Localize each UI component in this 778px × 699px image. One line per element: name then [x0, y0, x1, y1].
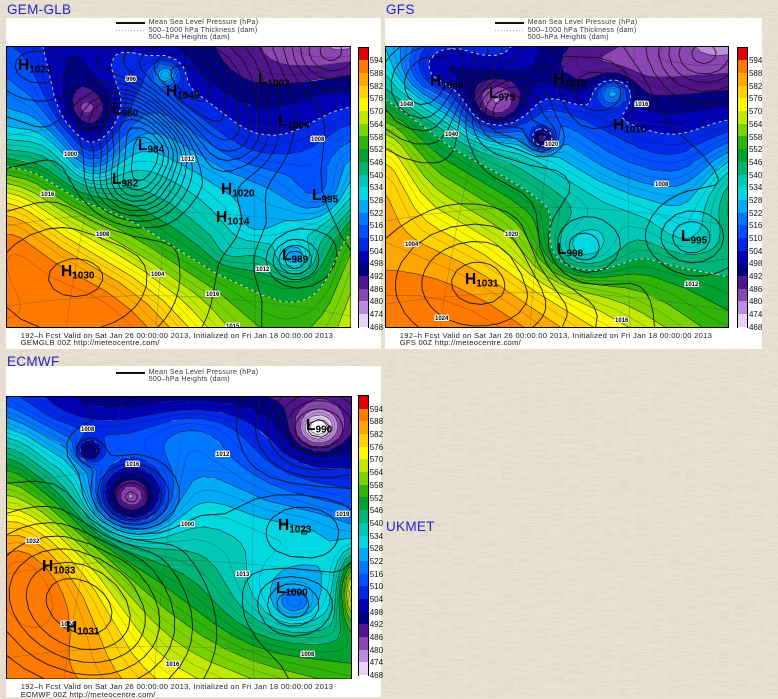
svg-text:1020: 1020	[505, 232, 519, 238]
svg-text:1008: 1008	[311, 137, 325, 143]
svg-text:1024: 1024	[435, 316, 449, 322]
svg-text:1016: 1016	[166, 662, 180, 668]
svg-text:1004: 1004	[151, 272, 165, 278]
svg-text:1000: 1000	[181, 522, 195, 528]
svg-text:1008: 1008	[81, 427, 95, 433]
svg-text:1040: 1040	[445, 132, 459, 138]
svg-text:1008: 1008	[655, 182, 669, 188]
svg-text:1016: 1016	[41, 192, 55, 198]
svg-text:1048: 1048	[400, 102, 414, 108]
svg-text:1016: 1016	[635, 102, 649, 108]
svg-text:1008: 1008	[301, 652, 315, 658]
svg-text:1016: 1016	[206, 292, 220, 298]
svg-text:1000: 1000	[64, 152, 78, 158]
svg-text:1008: 1008	[96, 232, 110, 238]
svg-text:1020: 1020	[545, 142, 559, 148]
svg-text:1032: 1032	[26, 539, 40, 545]
svg-text:1012: 1012	[181, 157, 195, 163]
svg-text:1016: 1016	[126, 462, 140, 468]
svg-text:1012: 1012	[685, 282, 699, 288]
svg-text:1015: 1015	[226, 324, 240, 328]
svg-text:1024: 1024	[61, 622, 75, 628]
svg-text:1004: 1004	[405, 242, 419, 248]
svg-text:1016: 1016	[615, 318, 629, 324]
svg-text:1013: 1013	[236, 572, 250, 578]
svg-text:1012: 1012	[216, 452, 230, 458]
svg-text:1012: 1012	[256, 267, 270, 273]
svg-text:996: 996	[126, 77, 137, 83]
svg-text:1019: 1019	[336, 512, 350, 518]
